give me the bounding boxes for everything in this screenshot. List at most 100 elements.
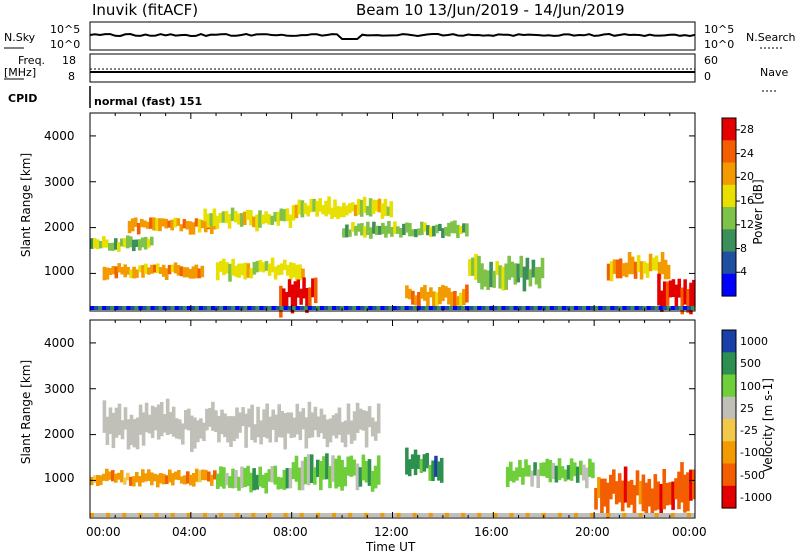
heatmap-cell [328,418,333,443]
heatmap-cell [161,264,166,277]
heatmap-cell [219,306,224,310]
heatmap-cell [602,513,607,517]
heatmap-cell [158,218,162,232]
heatmap-cell [663,281,667,309]
heatmap-cell [432,306,438,310]
heatmap-cell [612,259,617,274]
heatmap-cell [610,306,615,310]
heatmap-cell [156,404,161,440]
heatmap-cell [495,261,499,275]
heatmap-cell [392,306,397,310]
heatmap-cell [384,225,388,238]
heatmap-cell [102,306,107,310]
heatmap-cell [315,200,319,217]
heatmap-cell [285,208,290,222]
heatmap-cell [252,262,257,275]
heatmap-cell [233,211,238,223]
heatmap-cell [680,287,684,315]
heatmap-cell [603,478,607,507]
heatmap-cell [465,284,469,303]
heatmap-cell [627,252,632,275]
heatmap-cell [237,476,241,491]
velocity-heatmap [90,398,696,519]
heatmap-cell [198,306,204,310]
heatmap-cell [144,263,148,274]
heatmap-cell [94,306,99,310]
heatmap-cell [288,214,293,228]
heatmap-cell [235,513,240,517]
heatmap-cell [372,306,377,310]
heatmap-cell [423,284,427,301]
heatmap-cell [634,306,639,310]
heatmap-cell [459,225,463,235]
heatmap-cell [126,235,130,249]
heatmap-cell [425,453,429,469]
heatmap-cell [181,423,185,445]
colorbar-frame [721,329,737,509]
heatmap-cell [228,476,232,488]
heatmap-cell [270,466,275,483]
heatmap-cell [539,462,543,476]
heatmap-cell [230,207,235,221]
heatmap-cell [386,206,391,216]
heatmap-cell [186,513,192,517]
xtick-1600: 16:00 [474,525,509,539]
heatmap-cell [594,488,598,510]
heatmap-cell [226,416,230,443]
heatmap-cell [174,418,179,439]
heatmap-cell [231,306,236,310]
heatmap-cell [602,306,607,310]
heatmap-cell [251,513,256,517]
heatmap-cell [380,513,385,517]
heatmap-cell [416,513,422,517]
heatmap-cell [291,462,296,480]
heatmap-cell [241,407,245,426]
heatmap-cell [102,400,107,433]
heatmap-cell [196,420,200,443]
heatmap-cell [240,263,244,276]
heatmap-cell [291,205,296,221]
heatmap-cell [650,306,656,310]
heatmap-cell [570,513,575,517]
heatmap-cell [492,270,496,288]
colorbar-frame [721,117,737,297]
heatmap-cell [283,413,287,450]
heatmap-cell [152,217,156,231]
heatmap-cell [140,218,144,228]
heatmap-cell [225,472,229,486]
heatmap-cell [117,263,121,273]
heatmap-cell [481,513,486,517]
heatmap-cell [618,306,623,310]
heatmap-cell [380,306,385,310]
heatmap-cell [216,473,220,489]
heatmap-cell [522,266,527,292]
heatmap-cell [363,226,367,238]
heatmap-cell [340,422,345,443]
heatmap-cell [255,214,259,232]
heatmap-cell [126,267,130,275]
heatmap-cell [373,465,378,489]
heatmap-cell [321,205,325,215]
heatmap-cell [276,476,281,490]
heatmap-cell [144,402,149,433]
heatmap-cell [243,262,247,280]
heatmap-cell [419,459,424,473]
heatmap-cell [630,306,635,310]
heatmap-cell [683,474,687,513]
heatmap-cell [235,407,239,439]
heatmap-cell [614,513,619,517]
heatmap-cell [93,475,97,483]
heatmap-cell [191,266,196,279]
heatmap-cell [209,213,214,226]
heatmap-cell [255,306,260,310]
heatmap-cell [202,422,206,442]
heatmap-cell [111,412,116,449]
heatmap-cell [194,306,200,310]
heatmap-cell [289,262,293,280]
heatmap-cell [658,306,664,310]
heatmap-cell [223,306,228,310]
heatmap-cell [161,218,165,227]
heatmap-cell [510,261,515,278]
heatmap-cell [557,458,562,481]
heatmap-cell [220,409,224,435]
